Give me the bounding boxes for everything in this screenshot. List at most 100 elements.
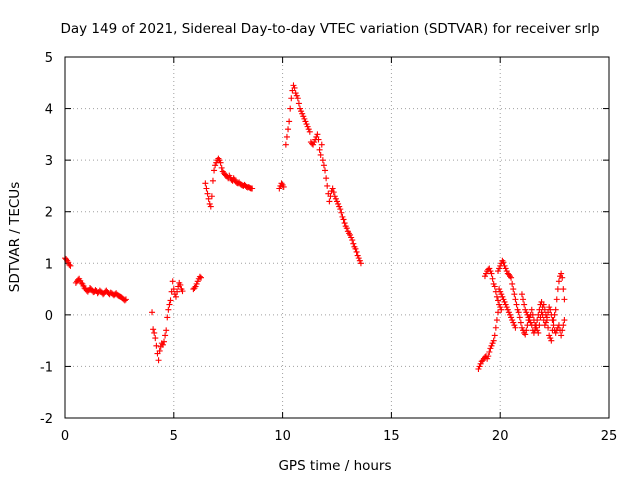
data-point (343, 225, 350, 232)
data-point (65, 259, 72, 266)
data-point (216, 157, 223, 164)
data-point (356, 257, 363, 264)
data-point (552, 329, 559, 336)
y-tick-label: -2 (40, 412, 53, 427)
x-axis-label: GPS time / hours (278, 458, 391, 474)
data-point (541, 306, 548, 313)
data-point (497, 304, 504, 311)
data-point (518, 324, 525, 331)
x-tick-label: 25 (601, 429, 618, 444)
y-tick-label: -1 (40, 360, 53, 375)
data-point (487, 345, 494, 352)
data-point (292, 90, 299, 97)
data-point (319, 157, 326, 164)
y-tick-label: 2 (45, 206, 53, 221)
data-point (349, 237, 356, 244)
data-point (498, 291, 505, 298)
data-point (204, 190, 211, 197)
data-point (334, 198, 340, 205)
data-point (510, 286, 517, 293)
x-tick-label: 15 (383, 429, 400, 444)
data-point (559, 274, 566, 281)
data-point (532, 327, 539, 334)
data-point (276, 185, 283, 192)
data-point (316, 146, 323, 153)
data-point (530, 329, 537, 336)
data-point (177, 281, 184, 288)
data-point (211, 167, 218, 174)
data-point (500, 259, 507, 266)
data-point (517, 319, 524, 326)
data-point (193, 280, 200, 287)
data-point (495, 309, 502, 316)
x-tick-label: 10 (274, 429, 291, 444)
data-point (561, 296, 568, 303)
data-point (315, 136, 322, 143)
data-point (332, 195, 339, 202)
data-point (218, 164, 225, 171)
data-point (505, 309, 512, 316)
data-point (537, 301, 544, 308)
data-point (496, 286, 503, 293)
data-point (489, 340, 496, 347)
data-point (477, 360, 484, 367)
data-point (320, 162, 327, 169)
data-point (208, 193, 215, 200)
data-point (156, 347, 163, 354)
data-point (194, 278, 201, 285)
data-point (287, 105, 294, 112)
y-tick-label: 5 (45, 51, 53, 66)
data-point (196, 273, 203, 280)
data-point (298, 108, 305, 115)
data-point (528, 306, 535, 313)
data-point (311, 139, 318, 146)
data-point (552, 306, 559, 313)
data-point (329, 185, 336, 192)
data-point (501, 262, 508, 269)
data-point (560, 286, 567, 293)
data-point (511, 322, 518, 329)
data-point (561, 317, 568, 324)
data-point (513, 301, 520, 308)
x-tick-label: 0 (61, 429, 69, 444)
data-point (522, 331, 529, 338)
data-point (317, 151, 324, 158)
data-point (549, 317, 556, 324)
data-point (476, 363, 483, 370)
data-point (536, 306, 543, 313)
data-point (294, 95, 301, 102)
data-point (554, 286, 561, 293)
data-point (484, 355, 491, 362)
data-point (547, 306, 554, 313)
data-point (310, 141, 317, 148)
data-point (509, 280, 516, 287)
data-point (280, 183, 287, 190)
data-point (559, 327, 566, 334)
data-point (291, 84, 298, 91)
data-point (337, 206, 344, 213)
data-point (483, 270, 490, 277)
data-point (512, 296, 519, 303)
data-point (514, 306, 521, 313)
data-point (491, 332, 498, 339)
data-point (475, 366, 482, 373)
data-points (62, 82, 568, 373)
data-point (304, 123, 311, 130)
data-point (347, 231, 354, 238)
data-point (529, 311, 536, 318)
data-point (299, 110, 306, 117)
data-point (495, 297, 502, 304)
data-point (518, 291, 525, 298)
data-point (488, 342, 495, 349)
data-point (167, 297, 174, 304)
data-point (159, 341, 166, 348)
data-point (545, 324, 552, 331)
data-point (339, 213, 346, 220)
data-point (303, 121, 310, 128)
y-tick-label: 0 (45, 309, 53, 324)
data-point (202, 180, 209, 187)
data-point (153, 342, 160, 349)
data-point (524, 311, 531, 318)
data-point (290, 82, 297, 89)
data-point (499, 293, 506, 300)
